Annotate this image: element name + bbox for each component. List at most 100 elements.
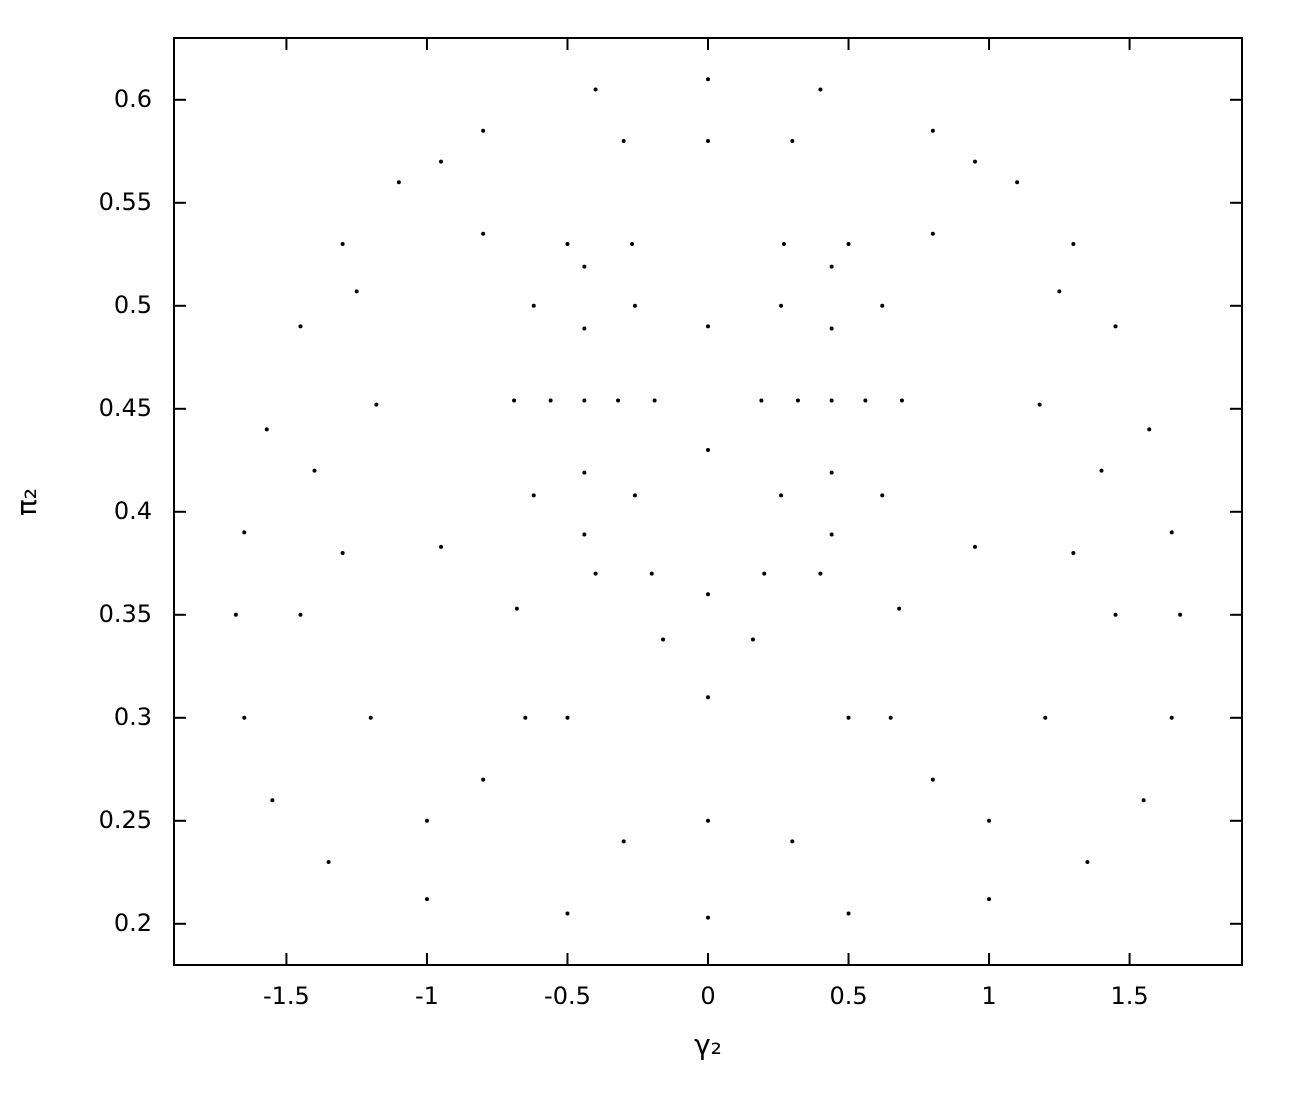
point [759, 398, 764, 403]
y-tick-label: 0.6 [114, 85, 152, 113]
point [582, 398, 587, 403]
point [829, 470, 834, 475]
point [354, 289, 359, 294]
point [888, 715, 893, 720]
point [582, 326, 587, 331]
point [439, 159, 443, 164]
x-tick-label: 1 [981, 982, 996, 1010]
point [582, 470, 587, 475]
point [523, 715, 528, 720]
point [242, 715, 247, 720]
point [706, 818, 710, 823]
point [298, 612, 303, 617]
point [706, 324, 710, 329]
y-tick-label: 0.2 [114, 909, 152, 937]
point [649, 571, 654, 576]
point [514, 606, 519, 611]
point [1178, 612, 1183, 617]
point [565, 911, 570, 916]
point [270, 798, 275, 803]
point [706, 448, 710, 452]
point [632, 493, 637, 498]
point [779, 493, 784, 498]
point [779, 303, 784, 308]
point [630, 242, 635, 246]
point [340, 242, 345, 246]
y-tick-label: 0.35 [99, 600, 152, 628]
point [795, 398, 800, 403]
point [706, 592, 710, 597]
y-tick-label: 0.25 [99, 806, 152, 834]
point [396, 180, 401, 185]
point [565, 242, 570, 246]
point [829, 398, 834, 403]
point [987, 897, 992, 902]
point [706, 139, 710, 143]
point [846, 242, 851, 246]
x-tick-label: 0.5 [829, 982, 867, 1010]
point [593, 87, 598, 92]
point [340, 551, 345, 555]
point [973, 544, 977, 549]
point [1037, 402, 1042, 407]
y-tick-label: 0.5 [114, 291, 152, 319]
point [930, 777, 935, 782]
plot-frame [173, 37, 1243, 966]
x-tick-label: -1.5 [263, 982, 310, 1010]
point [706, 915, 710, 920]
point [1099, 468, 1104, 473]
point [880, 493, 885, 498]
point [863, 398, 868, 403]
point [1015, 180, 1020, 185]
point [233, 612, 238, 617]
point [1113, 324, 1118, 329]
point [481, 128, 486, 133]
x-tick-label: 1.5 [1110, 982, 1148, 1010]
point [790, 139, 795, 143]
point [298, 324, 303, 329]
point [565, 715, 570, 720]
point [1071, 242, 1076, 246]
x-tick-label: 0 [700, 982, 715, 1010]
point [880, 303, 885, 308]
point [242, 530, 247, 535]
point [616, 398, 621, 403]
point [264, 427, 269, 432]
point [368, 715, 373, 720]
point [846, 911, 851, 916]
point [326, 860, 331, 864]
point [1071, 551, 1076, 555]
x-axis-label: γ₂ [694, 1028, 722, 1061]
point [987, 818, 992, 823]
point [582, 264, 587, 269]
point [481, 777, 486, 782]
point [846, 715, 851, 720]
point [531, 303, 536, 308]
x-tick-label: -0.5 [544, 982, 591, 1010]
point [706, 77, 710, 82]
point [374, 402, 379, 407]
point [1141, 798, 1146, 803]
point [548, 398, 553, 403]
point [1057, 289, 1062, 294]
y-tick-label: 0.3 [114, 703, 152, 731]
point [930, 231, 935, 236]
y-tick-label: 0.4 [114, 497, 152, 525]
point [1043, 715, 1048, 720]
x-tick-label: -1 [415, 982, 439, 1010]
point [661, 637, 666, 642]
point [424, 818, 429, 823]
point [1169, 530, 1174, 535]
point [829, 264, 834, 269]
point [706, 695, 710, 700]
point [1169, 715, 1174, 720]
point [652, 398, 657, 403]
point [481, 231, 486, 236]
point [621, 139, 626, 143]
point [781, 242, 786, 246]
point [424, 897, 429, 902]
point [593, 571, 598, 576]
point [930, 128, 935, 133]
point [1113, 612, 1118, 617]
